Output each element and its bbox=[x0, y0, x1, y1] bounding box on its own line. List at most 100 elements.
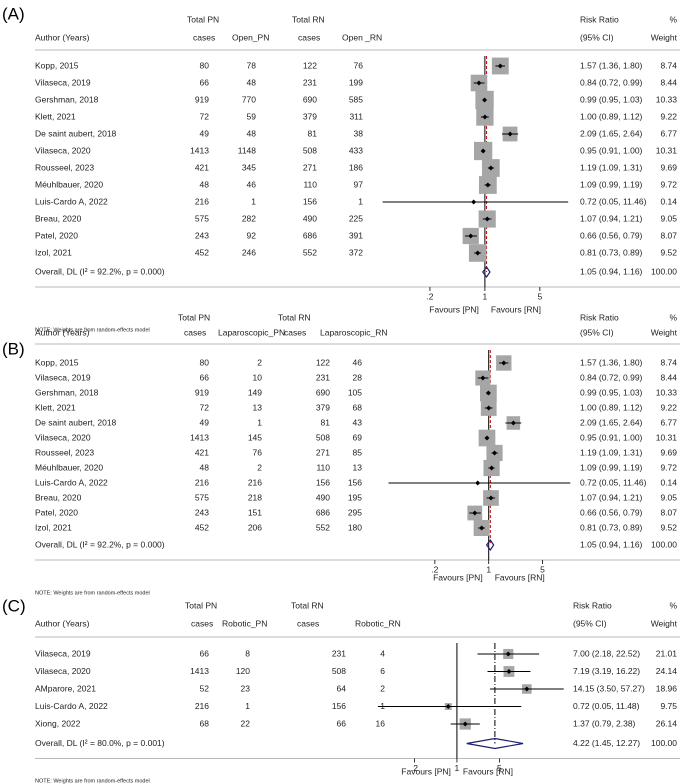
cell: 216 bbox=[248, 477, 262, 487]
cell: 49 bbox=[200, 417, 210, 427]
x-tick-label: .2 bbox=[411, 763, 418, 773]
column-header: Robotic_PN bbox=[222, 618, 267, 628]
favours-left: Favours [PN] bbox=[433, 572, 483, 582]
study-label: Vilaseca, 2019 bbox=[35, 77, 91, 87]
cell: 199 bbox=[349, 77, 363, 87]
study-label: Rousseel, 2023 bbox=[35, 162, 94, 172]
column-header: Open _RN bbox=[342, 32, 382, 42]
point-estimate bbox=[492, 450, 498, 456]
weight: 8.07 bbox=[660, 230, 677, 240]
weight: 9.69 bbox=[660, 162, 677, 172]
favours-left: Favours [PN] bbox=[401, 766, 451, 776]
weight: 9.72 bbox=[660, 462, 677, 472]
column-header: Total RN bbox=[291, 600, 324, 610]
rr-ci: 0.72 (0.05, 11.48) bbox=[573, 701, 640, 711]
cell: 76 bbox=[253, 447, 263, 457]
point-estimate bbox=[476, 80, 482, 86]
study-label: De saint aubert, 2018 bbox=[35, 128, 117, 138]
cell: 13 bbox=[253, 402, 263, 412]
column-header: % bbox=[669, 600, 677, 610]
weight: 26.14 bbox=[656, 718, 678, 728]
column-header: Total PN bbox=[185, 600, 217, 610]
cell: 149 bbox=[248, 387, 262, 397]
x-tick-label: .2 bbox=[431, 564, 438, 574]
cell: 552 bbox=[316, 522, 330, 532]
weight: 8.07 bbox=[660, 507, 677, 517]
cell: 156 bbox=[348, 477, 362, 487]
cell: 2 bbox=[380, 683, 385, 693]
cell: 421 bbox=[195, 162, 209, 172]
column-header: (95% CI) bbox=[573, 618, 607, 628]
cell: 686 bbox=[316, 507, 330, 517]
cell: 231 bbox=[332, 648, 346, 658]
cell: 686 bbox=[303, 230, 317, 240]
weight: 21.01 bbox=[656, 648, 678, 658]
point-estimate bbox=[497, 63, 503, 69]
rr-ci: 0.95 (0.91, 1.00) bbox=[580, 432, 643, 442]
footnote: NOTE: Weights are from random-effects mo… bbox=[35, 327, 150, 333]
study-label: Vilaseca, 2020 bbox=[35, 145, 91, 155]
cell: 186 bbox=[349, 162, 363, 172]
panel-label: (B) bbox=[2, 339, 25, 358]
study-label: Xiong, 2022 bbox=[35, 718, 81, 728]
cell: 391 bbox=[349, 230, 363, 240]
point-estimate bbox=[480, 148, 486, 154]
rr-ci: 1.00 (0.89, 1.12) bbox=[580, 111, 643, 121]
point-estimate bbox=[475, 250, 481, 256]
cell: 1 bbox=[251, 196, 256, 206]
cell: 80 bbox=[200, 60, 210, 70]
column-header: (95% CI) bbox=[580, 32, 614, 42]
cell: 770 bbox=[242, 94, 256, 104]
weight: 0.14 bbox=[660, 196, 677, 206]
cell: 110 bbox=[303, 179, 317, 189]
cell: 919 bbox=[195, 94, 209, 104]
study-label: Méuhlbauer, 2020 bbox=[35, 462, 103, 472]
study-label: Patel, 2020 bbox=[35, 230, 78, 240]
point-estimate bbox=[486, 405, 492, 411]
point-estimate bbox=[482, 114, 488, 120]
column-header: % bbox=[669, 312, 677, 322]
cell: 919 bbox=[195, 387, 209, 397]
rr-ci: 1.37 (0.79, 2.38) bbox=[573, 718, 636, 728]
cell: 6 bbox=[380, 666, 385, 676]
point-estimate bbox=[524, 686, 530, 692]
column-header: cases bbox=[297, 618, 319, 628]
cell: 180 bbox=[348, 522, 362, 532]
point-estimate bbox=[501, 360, 507, 366]
weight: 8.44 bbox=[660, 77, 677, 87]
weight: 9.72 bbox=[660, 179, 677, 189]
cell: 145 bbox=[248, 432, 262, 442]
cell: 231 bbox=[316, 372, 330, 382]
rr-ci: 1.07 (0.94, 1.21) bbox=[580, 213, 643, 223]
weight: 9.05 bbox=[660, 492, 677, 502]
overall-diamond bbox=[482, 265, 491, 279]
cell: 23 bbox=[241, 683, 251, 693]
weight: 10.31 bbox=[656, 432, 678, 442]
cell: 282 bbox=[242, 213, 256, 223]
cell: 97 bbox=[354, 179, 364, 189]
weight: 0.14 bbox=[660, 477, 677, 487]
column-header: cases bbox=[298, 32, 320, 42]
cell: 1 bbox=[257, 417, 262, 427]
cell: 76 bbox=[354, 60, 364, 70]
column-header: Laparoscopic_PN bbox=[218, 327, 285, 337]
cell: 243 bbox=[195, 230, 209, 240]
overall-rr-ci: 4.22 (1.45, 12.27) bbox=[573, 738, 640, 748]
study-label: Rousseel, 2023 bbox=[35, 447, 94, 457]
weight: 9.05 bbox=[660, 213, 677, 223]
study-label: Méuhlbauer, 2020 bbox=[35, 179, 103, 189]
overall-weight: 100.00 bbox=[651, 738, 677, 748]
cell: 22 bbox=[241, 718, 251, 728]
cell: 4 bbox=[380, 648, 385, 658]
cell: 218 bbox=[248, 492, 262, 502]
point-estimate bbox=[462, 721, 468, 727]
cell: 452 bbox=[195, 247, 209, 257]
rr-ci: 2.09 (1.65, 2.64) bbox=[580, 128, 643, 138]
cell: 552 bbox=[303, 247, 317, 257]
cell: 1413 bbox=[190, 666, 209, 676]
cell: 122 bbox=[303, 60, 317, 70]
rr-ci: 0.66 (0.56, 0.79) bbox=[580, 507, 643, 517]
point-estimate bbox=[488, 495, 494, 501]
column-header: Weight bbox=[651, 618, 678, 628]
column-header: Total RN bbox=[278, 312, 311, 322]
